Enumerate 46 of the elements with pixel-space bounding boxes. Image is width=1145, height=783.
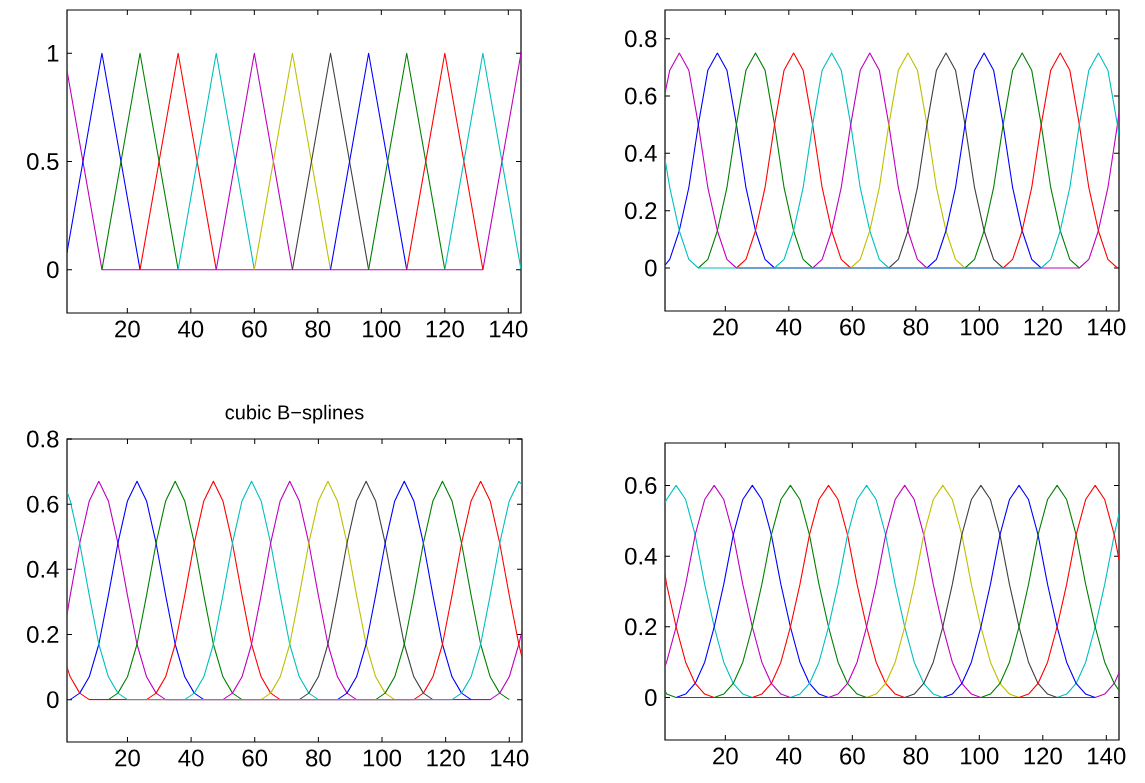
x-tick-label: 20 <box>115 320 140 338</box>
chart-title: cubic B−splines <box>225 404 364 424</box>
y-tick-label: 0.4 <box>625 547 657 565</box>
x-tick-label: 40 <box>776 747 802 765</box>
y-tick-label: 0 <box>47 691 59 709</box>
y-tick-label: 0.6 <box>625 476 657 494</box>
y-tick-label: 0 <box>645 689 657 707</box>
x-tick-label: 80 <box>306 749 331 767</box>
y-tick-label: 0.8 <box>625 30 657 48</box>
x-tick-label: 100 <box>363 320 401 338</box>
y-tick-label: 1 <box>47 45 59 62</box>
x-tick-label: 120 <box>1024 318 1062 336</box>
y-tick-label: 0.4 <box>625 144 657 162</box>
y-tick-label: 0.4 <box>27 560 59 578</box>
x-tick-label: 40 <box>776 318 802 336</box>
x-tick-label: 100 <box>961 318 999 336</box>
x-tick-label: 40 <box>178 749 204 767</box>
x-tick-label: 120 <box>427 749 465 767</box>
x-tick-label: 60 <box>242 749 268 767</box>
x-tick-label: 80 <box>305 320 331 338</box>
x-tick-label: 60 <box>840 747 865 765</box>
x-tick-label: 60 <box>242 320 267 338</box>
x-tick-label: 120 <box>426 320 464 338</box>
x-tick-label: 20 <box>713 747 738 765</box>
y-tick-label: 0 <box>47 261 59 279</box>
x-tick-label: 140 <box>490 320 528 338</box>
x-tick-label: 140 <box>491 749 529 767</box>
y-tick-label: 0.2 <box>27 625 59 643</box>
x-tick-label: 20 <box>713 318 738 336</box>
x-tick-label: 40 <box>178 320 204 338</box>
y-tick-label: 0 <box>645 259 657 277</box>
y-tick-label: 0.5 <box>27 153 59 170</box>
x-tick-label: 80 <box>903 318 929 336</box>
x-tick-label: 120 <box>1024 747 1062 765</box>
x-tick-label: 20 <box>115 749 140 767</box>
x-tick-label: 140 <box>1088 318 1126 336</box>
x-tick-label: 100 <box>363 749 402 767</box>
y-tick-label: 0.8 <box>27 430 59 448</box>
x-tick-label: 60 <box>840 318 865 336</box>
x-tick-label: 80 <box>903 747 929 765</box>
y-tick-label: 0.6 <box>27 495 59 513</box>
x-tick-label: 140 <box>1088 747 1126 765</box>
y-tick-label: 0.2 <box>625 202 657 220</box>
y-tick-label: 0.2 <box>625 618 657 636</box>
y-tick-label: 0.6 <box>625 87 657 105</box>
x-tick-label: 100 <box>961 747 999 765</box>
